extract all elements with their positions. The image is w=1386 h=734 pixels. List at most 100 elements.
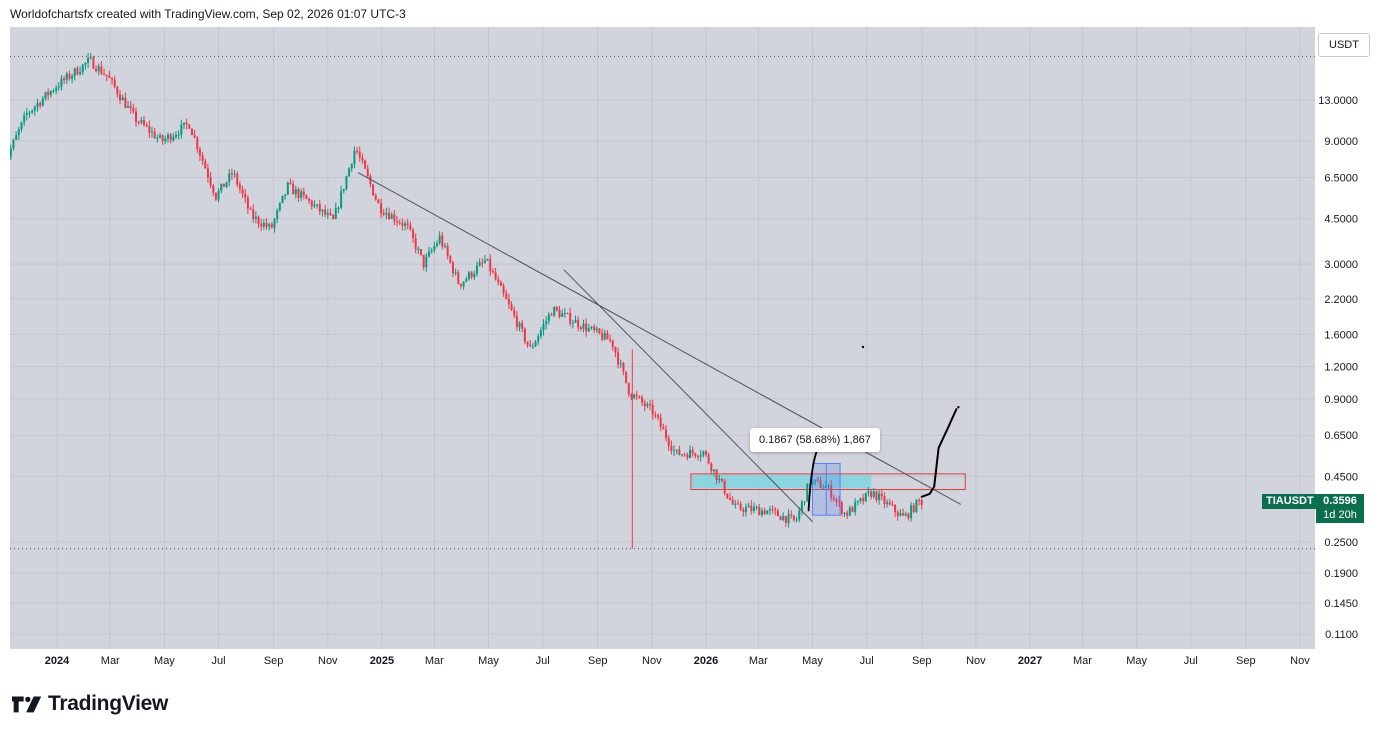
candle — [116, 85, 119, 98]
candle — [515, 310, 518, 331]
candle-body — [867, 491, 870, 493]
candle — [790, 510, 793, 519]
candle-body — [25, 112, 28, 116]
candle — [465, 276, 468, 283]
candle-body — [710, 463, 713, 472]
candle — [590, 325, 593, 330]
candle-body — [531, 346, 534, 348]
candle-body — [396, 220, 399, 223]
candle-body — [862, 498, 865, 502]
candle — [534, 339, 537, 347]
candle-body — [342, 188, 345, 191]
candle — [467, 270, 470, 281]
candle — [870, 488, 873, 500]
price-chart[interactable]: 13.0000 9.0000 6.5000 4.5000 3.0000 2.2000 1.6… — [10, 27, 1376, 674]
time-tick-label: May — [154, 655, 175, 667]
time-tick-label: Sep — [1236, 655, 1256, 667]
candle-body — [161, 135, 164, 142]
candle — [864, 492, 867, 502]
candle-body — [318, 204, 321, 212]
candle — [473, 270, 476, 281]
currency-selector[interactable]: USDT — [1318, 33, 1370, 57]
candle — [715, 468, 718, 485]
candle-body — [385, 212, 388, 215]
candle — [832, 494, 835, 502]
candle — [388, 207, 391, 220]
candle-body — [374, 195, 377, 200]
candle-body — [388, 212, 391, 219]
candle-body — [702, 451, 705, 456]
candle-body — [665, 429, 668, 439]
candle-body — [294, 189, 297, 195]
candle — [675, 449, 678, 455]
candle — [910, 502, 913, 522]
candle-body — [164, 138, 167, 142]
candle — [523, 327, 526, 345]
candle-body — [566, 312, 569, 314]
candle — [166, 132, 169, 143]
candle — [505, 289, 508, 300]
candle — [145, 122, 148, 128]
price-tick-label: 0.9000 — [1324, 394, 1358, 406]
candle — [103, 68, 106, 76]
candle — [537, 333, 540, 346]
candle-body — [611, 340, 614, 348]
candle-body — [513, 309, 516, 316]
candle-body — [880, 493, 883, 497]
candle-body — [585, 323, 588, 332]
candle-body — [603, 332, 606, 340]
candle-body — [689, 449, 692, 458]
candle — [313, 200, 316, 208]
candle-body — [726, 493, 729, 498]
candle-body — [252, 209, 255, 220]
candle — [182, 122, 185, 129]
candle — [180, 119, 183, 139]
candle — [856, 500, 859, 506]
candle — [747, 502, 750, 508]
candle — [217, 187, 220, 203]
candle — [244, 189, 247, 204]
candle-body — [356, 150, 359, 152]
candle-body — [657, 414, 660, 418]
candle — [334, 202, 337, 220]
candle-body — [190, 128, 193, 136]
candle — [489, 254, 492, 277]
candle-body — [262, 223, 265, 227]
candle-body — [172, 136, 175, 141]
candle-body — [649, 403, 652, 405]
candle-body — [12, 139, 15, 149]
candle-body — [196, 137, 199, 150]
candle — [691, 446, 694, 457]
chart-pane[interactable]: 13.0000 9.0000 6.5000 4.5000 3.0000 2.2000 1.6… — [10, 27, 1376, 674]
candle-body — [222, 183, 225, 187]
candle-body — [65, 73, 68, 81]
candle-body — [435, 243, 438, 247]
candle-body — [73, 68, 76, 76]
candle-body — [920, 500, 923, 505]
candle-body — [286, 182, 289, 195]
drawings[interactable] — [357, 172, 962, 523]
candle-body — [886, 502, 889, 505]
candle-body — [641, 397, 644, 403]
time-axis[interactable]: 2024 Mar May Jul Sep Nov 2025 Mar May Jul Sep Nov 20… — [10, 649, 1376, 674]
candle-body — [345, 176, 348, 189]
candle — [148, 120, 151, 139]
price-axis[interactable]: 13.0000 9.0000 6.5000 4.5000 3.0000 2.2000 1.6… — [1315, 27, 1376, 674]
candle — [140, 116, 143, 125]
candle-body — [68, 73, 71, 79]
candle-body — [739, 503, 742, 510]
candle-body — [467, 272, 470, 280]
candle — [566, 312, 569, 315]
candle-body — [121, 97, 124, 101]
candle-body — [832, 498, 835, 500]
candle — [625, 371, 628, 384]
candle — [502, 283, 505, 297]
candle-body — [366, 168, 369, 177]
candle — [427, 247, 430, 258]
candle — [683, 452, 686, 457]
candle-body — [425, 256, 428, 268]
candle — [646, 401, 649, 409]
candle-body — [497, 279, 500, 283]
tradingview-logo[interactable]: TradingView — [12, 692, 168, 716]
candle-body — [888, 502, 891, 505]
